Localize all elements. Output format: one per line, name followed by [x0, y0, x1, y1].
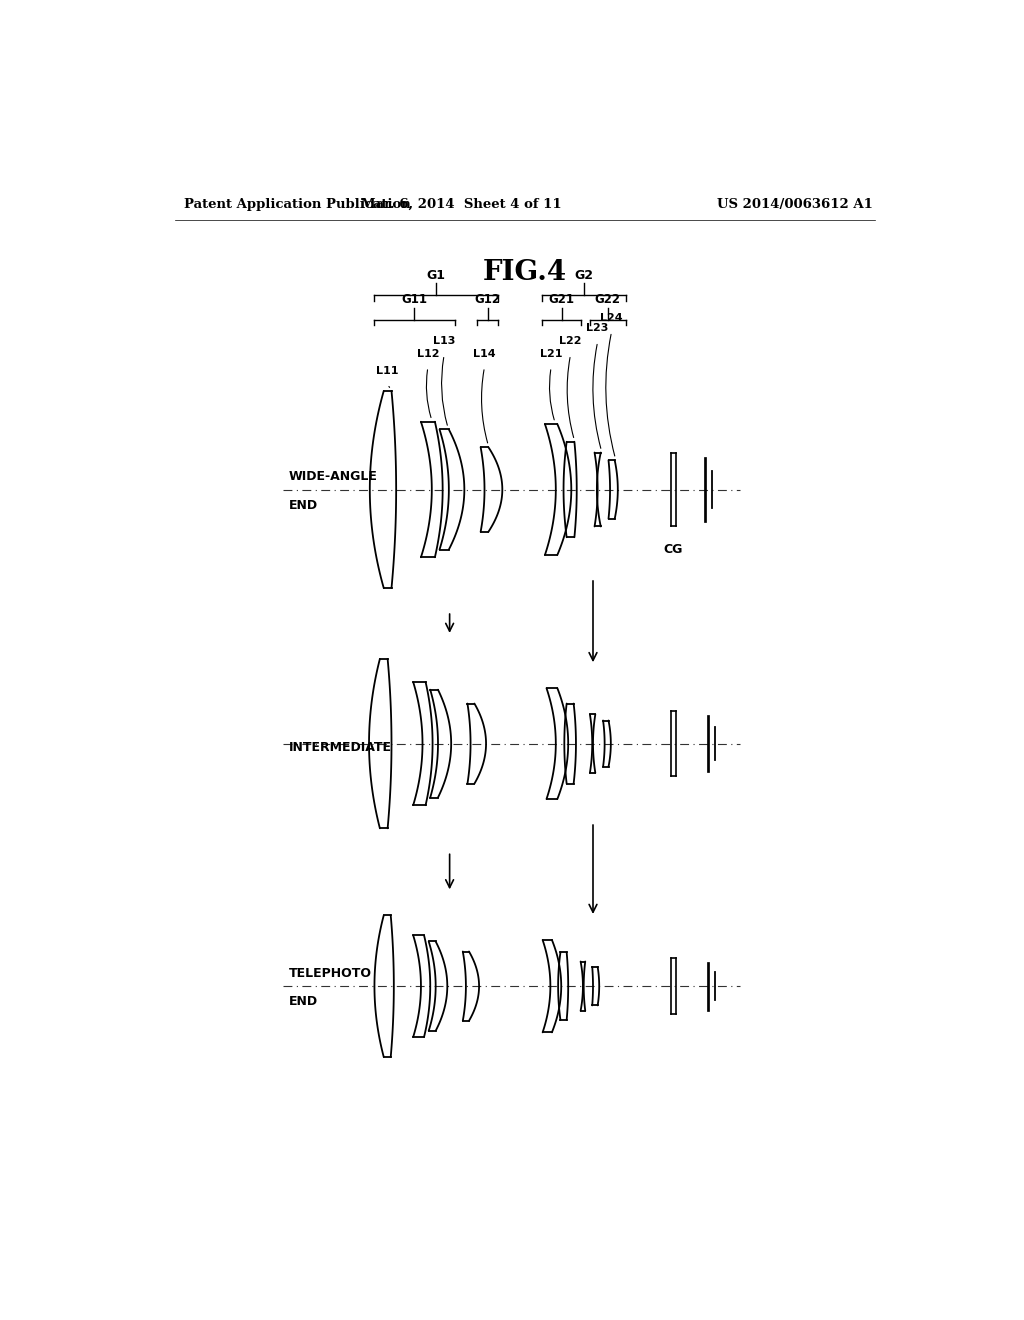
Text: L22: L22	[559, 337, 582, 346]
Text: L24: L24	[600, 313, 623, 323]
Text: L23: L23	[587, 323, 609, 333]
Text: CG: CG	[664, 544, 683, 557]
Text: L11: L11	[377, 366, 399, 376]
Text: Mar. 6, 2014  Sheet 4 of 11: Mar. 6, 2014 Sheet 4 of 11	[360, 198, 561, 211]
Text: G21: G21	[549, 293, 574, 306]
Text: US 2014/0063612 A1: US 2014/0063612 A1	[717, 198, 872, 211]
Text: L14: L14	[473, 348, 496, 359]
Text: G22: G22	[595, 293, 621, 306]
Text: L13: L13	[433, 337, 456, 346]
Text: L12: L12	[417, 348, 439, 359]
Text: L21: L21	[540, 348, 562, 359]
Text: FIG.4: FIG.4	[482, 259, 567, 286]
Text: WIDE-ANGLE: WIDE-ANGLE	[289, 470, 377, 483]
Text: END: END	[289, 995, 317, 1008]
Text: INTERMEDIATE: INTERMEDIATE	[289, 741, 391, 754]
Text: END: END	[289, 499, 317, 512]
Text: TELEPHOTO: TELEPHOTO	[289, 968, 372, 979]
Text: G1: G1	[427, 268, 445, 281]
Text: G12: G12	[474, 293, 501, 306]
Text: Patent Application Publication: Patent Application Publication	[183, 198, 411, 211]
Text: G2: G2	[574, 268, 593, 281]
Text: G11: G11	[401, 293, 427, 306]
